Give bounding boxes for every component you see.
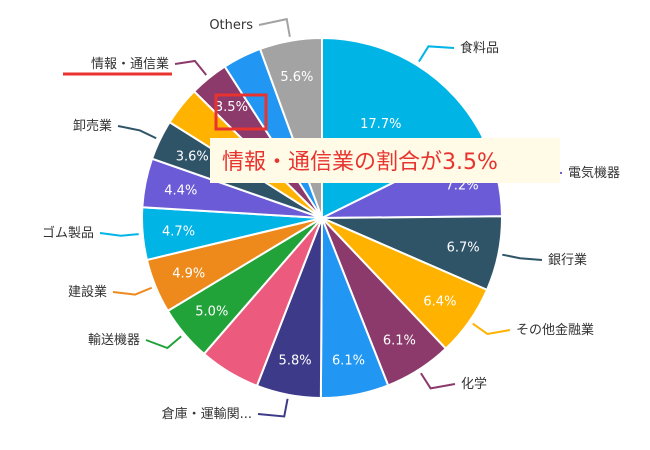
leader-line-2 <box>502 253 543 261</box>
highlight-marks <box>63 72 268 131</box>
leader-line-3 <box>472 322 511 336</box>
category-label-0: 食料品 <box>460 40 499 56</box>
leader-line-12 <box>117 125 157 140</box>
annotation-callout: 情報・通信業の割合が3.5% <box>210 138 560 183</box>
value-label-9: 4.9% <box>172 267 205 282</box>
leader-line-4 <box>420 372 456 390</box>
value-label-11: 4.4% <box>164 184 197 199</box>
value-label-2: 6.7% <box>447 241 480 256</box>
leader-line-8 <box>145 335 182 350</box>
leader-line-16 <box>258 17 291 38</box>
value-label-14: 3.5% <box>215 100 248 115</box>
leader-line-9 <box>112 286 153 296</box>
value-label-12: 3.6% <box>176 150 209 165</box>
value-label-6: 5.8% <box>279 353 312 368</box>
category-label-1: 電気機器 <box>568 165 620 181</box>
category-label-2: 銀行業 <box>548 252 587 268</box>
category-label-16: Others <box>209 18 253 33</box>
value-label-3: 6.4% <box>423 295 456 310</box>
leader-line-0 <box>418 45 455 63</box>
leader-line-14 <box>174 59 208 76</box>
annotation-text: 情報・通信業の割合が3.5% <box>222 150 498 175</box>
value-label-10: 4.7% <box>162 225 195 240</box>
category-label-14: 情報・通信業 <box>91 56 169 72</box>
category-label-9: 建設業 <box>68 284 107 300</box>
highlight-box <box>214 93 268 131</box>
category-label-3: その他金融業 <box>516 322 594 338</box>
category-label-4: 化学 <box>461 376 487 392</box>
value-label-8: 5.0% <box>195 305 228 320</box>
pie-slices <box>141 36 504 400</box>
category-label-10: ゴム製品 <box>42 225 94 241</box>
category-label-12: 卸売業 <box>73 118 112 134</box>
value-label-5: 6.1% <box>332 354 365 369</box>
category-label-8: 輸送機器 <box>88 333 140 348</box>
value-label-0: 17.7% <box>360 117 401 132</box>
leader-line-10 <box>99 232 139 237</box>
value-label-16: 5.6% <box>280 70 313 85</box>
leader-line-6 <box>257 398 289 418</box>
value-label-4: 6.1% <box>383 333 416 348</box>
category-label-6: 倉庫・運輸関... <box>162 407 252 422</box>
